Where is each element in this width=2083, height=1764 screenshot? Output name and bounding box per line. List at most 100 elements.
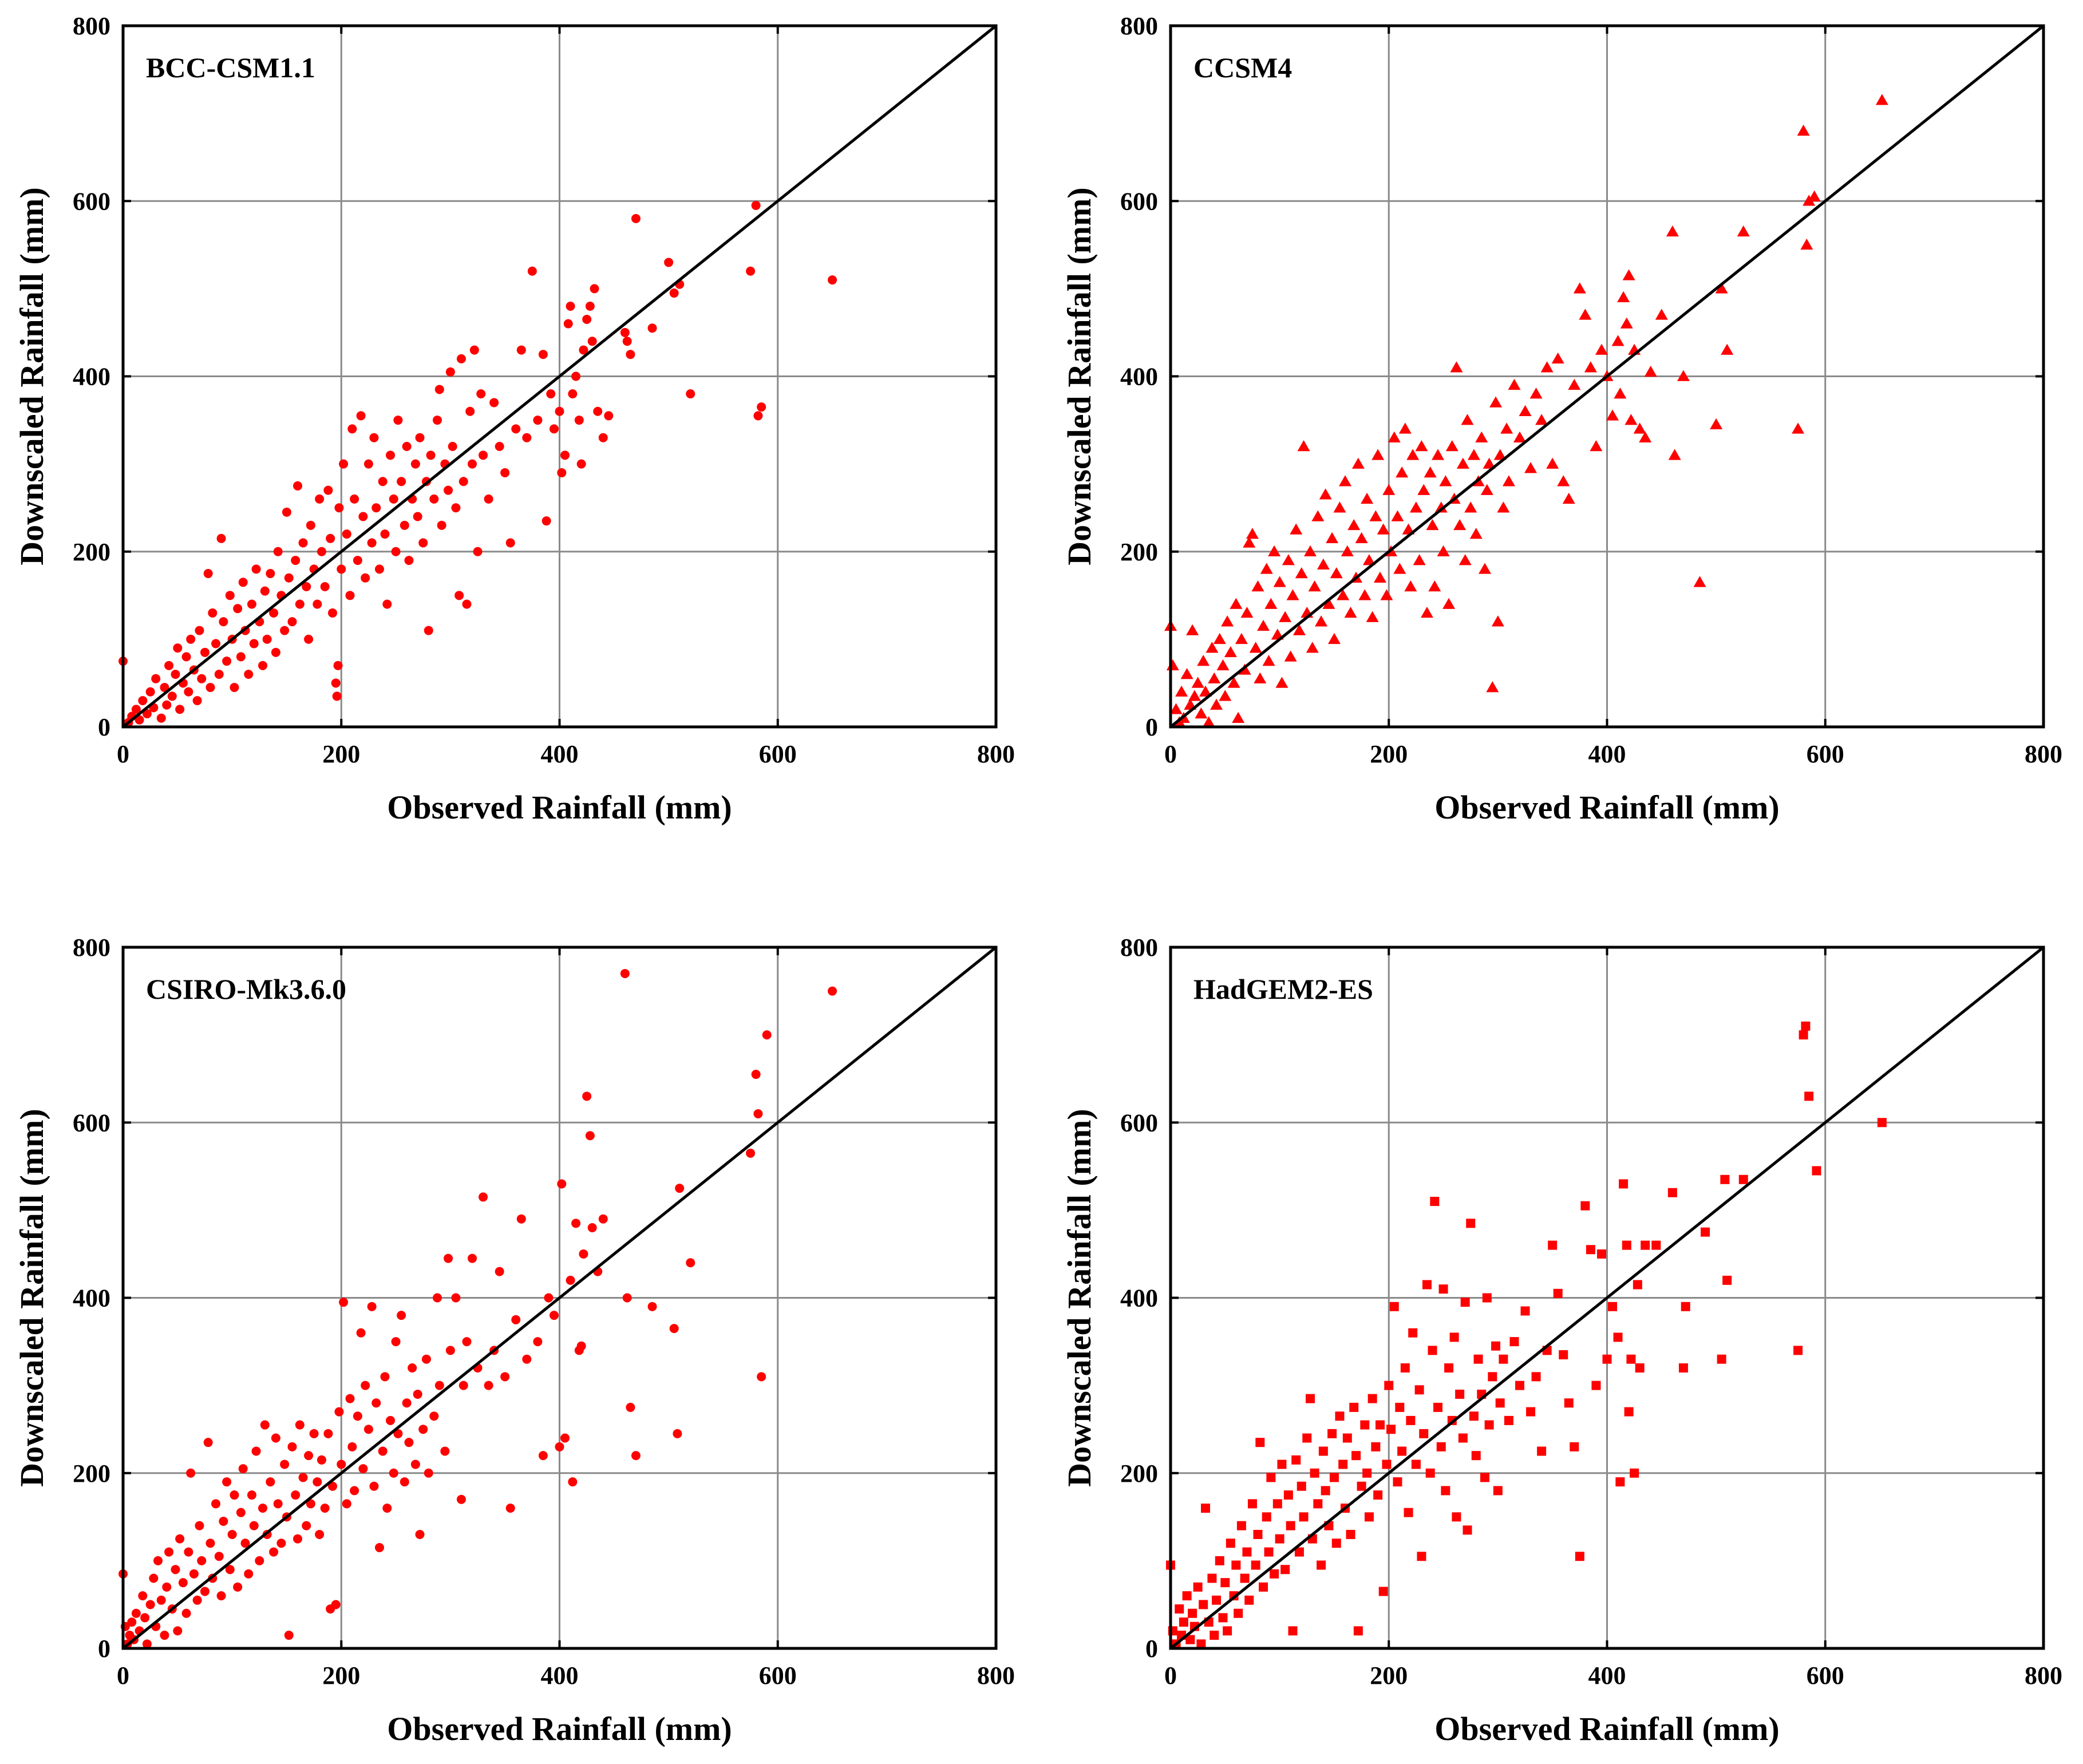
data-point	[1388, 431, 1401, 442]
data-point	[1529, 387, 1543, 399]
data-point	[622, 337, 632, 346]
data-point	[238, 578, 248, 587]
data-point	[306, 520, 315, 530]
data-point	[404, 556, 414, 565]
data-point	[544, 1293, 554, 1303]
data-point	[186, 634, 196, 644]
y-axis-label: Downscaled Rainfall (mm)	[1061, 1109, 1098, 1487]
data-point	[1666, 225, 1679, 237]
data-point	[598, 433, 608, 442]
data-point	[1329, 1473, 1339, 1482]
data-point	[1266, 1473, 1276, 1482]
data-point	[1249, 642, 1262, 653]
data-point	[138, 696, 148, 706]
data-point	[315, 1529, 325, 1539]
data-point	[626, 350, 635, 359]
data-point	[538, 350, 548, 359]
data-point	[664, 258, 674, 267]
data-point	[746, 266, 756, 276]
data-point	[549, 424, 559, 434]
y-tick-label: 800	[73, 12, 110, 40]
data-point	[444, 1253, 453, 1263]
data-point	[1355, 532, 1368, 544]
data-point	[230, 1490, 239, 1500]
data-point	[1437, 545, 1450, 556]
data-point	[522, 1354, 532, 1364]
data-point	[1438, 1284, 1448, 1294]
data-point	[1207, 1573, 1217, 1583]
data-point	[222, 1477, 232, 1487]
y-tick-label: 600	[1120, 1109, 1158, 1137]
data-point	[459, 477, 468, 487]
data-point	[686, 1258, 695, 1268]
data-point	[1613, 1332, 1623, 1342]
data-point	[1639, 431, 1652, 442]
data-point	[527, 266, 537, 276]
data-point	[1460, 1298, 1470, 1307]
data-point	[282, 507, 291, 517]
data-point	[361, 573, 370, 583]
data-point	[142, 709, 152, 719]
data-point	[1608, 1302, 1618, 1311]
data-point	[1346, 1529, 1355, 1539]
data-point	[1420, 606, 1433, 618]
data-point	[1382, 1460, 1392, 1469]
data-point	[1434, 501, 1448, 513]
data-point	[429, 1411, 439, 1421]
data-point	[410, 459, 420, 469]
y-tick-label: 0	[98, 1635, 110, 1663]
data-point	[1235, 632, 1248, 644]
data-point	[1800, 238, 1813, 250]
data-point	[1595, 343, 1608, 355]
data-point	[1286, 589, 1299, 600]
data-point	[566, 302, 575, 311]
data-point	[1497, 501, 1510, 513]
data-point	[1349, 1402, 1359, 1412]
data-point	[505, 538, 515, 548]
data-point	[1220, 1578, 1230, 1588]
data-point	[1433, 1402, 1443, 1412]
data-point	[1586, 1245, 1595, 1255]
data-point	[382, 1504, 392, 1513]
data-point	[1475, 431, 1488, 442]
data-point	[361, 1381, 370, 1390]
data-point	[1633, 1280, 1642, 1290]
data-point	[568, 1477, 578, 1487]
data-point	[1419, 1429, 1429, 1438]
data-point	[203, 569, 213, 579]
data-point	[269, 1547, 279, 1557]
data-point	[219, 1516, 228, 1526]
data-point	[1331, 1538, 1341, 1548]
data-point	[1364, 1512, 1374, 1522]
data-point	[1224, 646, 1237, 658]
data-point	[173, 643, 183, 653]
data-point	[1351, 1451, 1361, 1461]
data-point	[1393, 563, 1406, 574]
y-tick-label: 200	[1120, 1460, 1158, 1488]
data-point	[131, 1608, 141, 1618]
data-point	[555, 406, 564, 416]
data-point	[1366, 611, 1379, 622]
data-point	[1463, 1525, 1472, 1535]
x-tick-label: 800	[977, 1662, 1015, 1690]
data-point	[313, 1477, 322, 1487]
data-point	[1315, 615, 1328, 627]
data-point	[1720, 1174, 1730, 1184]
data-point	[317, 547, 326, 556]
data-point	[1417, 484, 1430, 495]
data-point	[1584, 361, 1597, 373]
data-point	[1264, 598, 1278, 609]
x-tick-label: 800	[977, 740, 1015, 768]
data-point	[500, 468, 510, 477]
data-point	[1182, 1591, 1192, 1601]
data-point	[142, 1639, 152, 1649]
data-point	[571, 1219, 581, 1228]
x-tick-label: 200	[322, 1662, 360, 1690]
data-point	[1445, 440, 1459, 452]
data-point	[1297, 1481, 1306, 1491]
data-point	[1568, 378, 1581, 390]
data-point	[1371, 449, 1385, 460]
data-point	[1219, 690, 1232, 701]
data-point	[1738, 1174, 1748, 1184]
data-point	[1377, 523, 1390, 535]
